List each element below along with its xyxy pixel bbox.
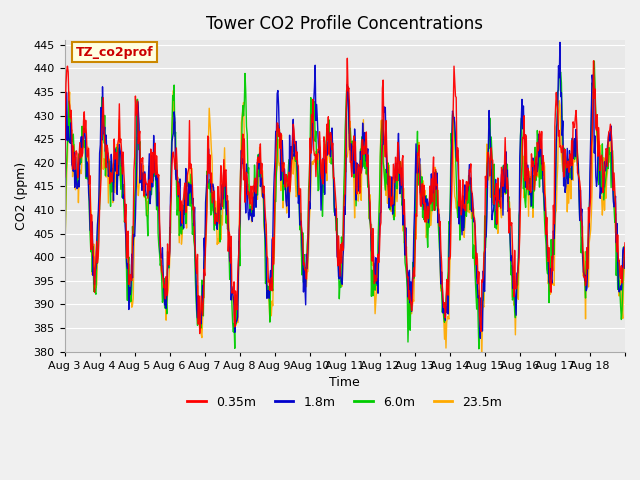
Title: Tower CO2 Profile Concentrations: Tower CO2 Profile Concentrations [206, 15, 483, 33]
Legend: 0.35m, 1.8m, 6.0m, 23.5m: 0.35m, 1.8m, 6.0m, 23.5m [182, 391, 508, 414]
Text: TZ_co2prof: TZ_co2prof [76, 46, 154, 59]
Y-axis label: CO2 (ppm): CO2 (ppm) [15, 162, 28, 230]
X-axis label: Time: Time [330, 376, 360, 389]
